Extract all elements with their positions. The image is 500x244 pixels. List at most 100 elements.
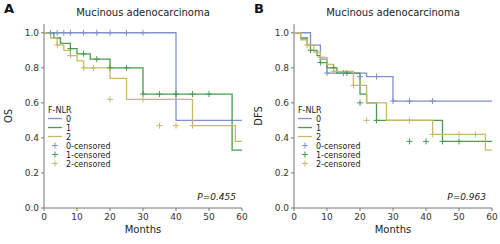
y-axis-line — [294, 24, 295, 208]
censor-mark — [81, 51, 87, 57]
legend-label: 2-censored — [66, 160, 111, 169]
y-tick — [41, 208, 44, 209]
censor-mark — [190, 123, 196, 129]
legend: F-NLR0120-censored1-censored2-censored — [298, 106, 361, 169]
legend-label: 1 — [66, 124, 71, 133]
censor-mark — [374, 117, 380, 123]
censor-mark — [331, 68, 337, 74]
y-tick-label: 1.0 — [275, 28, 290, 38]
censor-mark — [407, 98, 413, 104]
y-tick-label: 0.4 — [275, 133, 290, 143]
x-tick-label: 50 — [453, 212, 465, 222]
title: Mucinous adenocarcinoma — [326, 7, 460, 18]
censor-mark — [357, 74, 363, 80]
censor-mark — [94, 56, 100, 62]
legend-swatch — [302, 161, 308, 167]
censor-mark — [344, 70, 350, 76]
x-tick — [242, 208, 243, 211]
legend-swatch — [52, 143, 58, 149]
censor-mark — [107, 65, 113, 71]
y-axis-label: OS — [3, 109, 14, 123]
y-tick-label: 0.6 — [275, 98, 290, 108]
x-tick — [327, 208, 328, 211]
censor-mark — [173, 123, 179, 129]
censor-mark — [157, 123, 163, 129]
legend-label: 0-censored — [66, 142, 111, 151]
y-tick-label: 0.2 — [275, 168, 289, 178]
y-tick-label: 1.0 — [25, 28, 40, 38]
censor-mark — [67, 53, 73, 59]
legend-swatch — [302, 152, 308, 158]
legend-swatch — [48, 127, 62, 128]
y-tick — [41, 102, 44, 103]
x-tick-label: 0 — [291, 212, 297, 222]
censor-mark — [157, 91, 163, 97]
y-tick-label: 0.0 — [275, 203, 290, 213]
y-tick — [291, 208, 294, 209]
x-tick — [77, 208, 78, 211]
censor-mark — [317, 60, 323, 66]
y-axis-line — [44, 24, 45, 208]
y-tick — [41, 32, 44, 33]
y-tick — [291, 67, 294, 68]
legend-label: 0 — [66, 115, 71, 124]
censor-mark — [173, 91, 179, 97]
legend-swatch — [48, 118, 62, 119]
x-axis-label: Months — [375, 224, 412, 235]
y-tick — [291, 102, 294, 103]
y-tick — [41, 172, 44, 173]
x-tick — [143, 208, 144, 211]
legend: F-NLR0120-censored1-censored2-censored — [48, 106, 111, 169]
censor-mark — [430, 131, 436, 137]
plot-area — [44, 30, 242, 150]
x-tick — [360, 208, 361, 211]
panel: 01020304050600.00.20.40.60.81.0Mucinous … — [253, 1, 498, 235]
censor-mark — [357, 100, 363, 106]
censor-mark — [81, 30, 87, 36]
censor-mark — [124, 65, 130, 71]
x-tick-label: 40 — [170, 212, 182, 222]
plot-area — [294, 33, 492, 150]
x-tick-label: 20 — [104, 212, 116, 222]
legend-swatch — [52, 152, 58, 158]
censor-mark — [67, 46, 73, 52]
y-tick-label: 0.8 — [25, 63, 40, 73]
x-tick-label: 30 — [137, 212, 149, 222]
censor-mark — [124, 30, 130, 36]
censor-mark — [390, 98, 396, 104]
legend-label: 0 — [316, 115, 321, 124]
y-tick — [41, 137, 44, 138]
censor-mark — [54, 30, 60, 36]
censor-mark — [91, 65, 97, 71]
y-tick-label: 0.2 — [25, 168, 39, 178]
legend-swatch — [298, 118, 312, 119]
censor-mark — [61, 30, 67, 36]
x-tick-label: 30 — [387, 212, 399, 222]
legend-label: 1-censored — [316, 151, 361, 160]
censor-mark — [107, 30, 113, 36]
survival-curve — [294, 33, 492, 142]
censor-mark — [94, 30, 100, 36]
censor-mark — [430, 98, 436, 104]
x-tick — [209, 208, 210, 211]
title: Mucinous adenocarcinoma — [76, 7, 210, 18]
panel-label: A — [4, 1, 14, 16]
survival-curve — [294, 33, 492, 101]
legend-title: F-NLR — [48, 106, 72, 115]
x-tick-label: 10 — [321, 212, 333, 222]
censor-mark — [440, 138, 446, 144]
y-tick-label: 0.4 — [25, 133, 40, 143]
survival-curve — [44, 33, 242, 150]
censor-mark — [324, 70, 330, 76]
x-axis-label: Months — [125, 224, 162, 235]
legend-swatch — [298, 136, 312, 137]
p-value: P=0.455 — [197, 192, 236, 202]
censor-mark — [364, 117, 370, 123]
censor-mark — [48, 30, 54, 36]
censor-mark — [308, 47, 314, 53]
x-tick-label: 10 — [71, 212, 83, 222]
legend-swatch — [52, 161, 58, 167]
figure: 01020304050600.00.20.40.60.81.0Mucinous … — [0, 0, 500, 244]
x-tick — [393, 208, 394, 211]
x-tick-label: 50 — [203, 212, 215, 222]
